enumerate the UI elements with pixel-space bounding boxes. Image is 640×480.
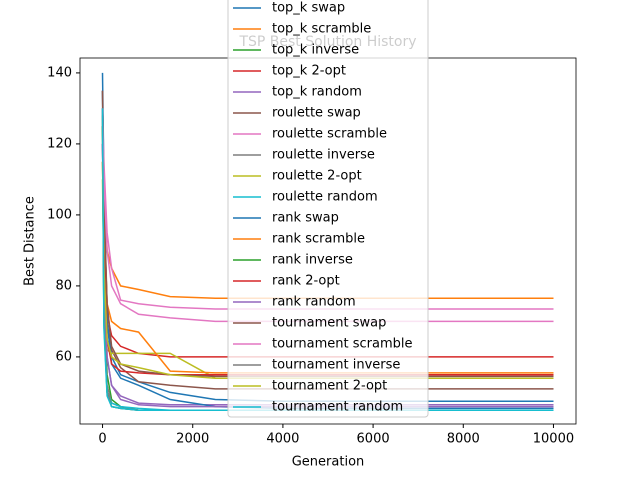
legend-label: tournament random [272,400,403,415]
x-tick-label: 4000 [266,432,299,447]
legend-label: tournament 2-opt [272,379,387,394]
legend-box [227,0,429,418]
legend-label: top_k swap [272,1,345,16]
x-axis-label: Generation [292,455,365,470]
x-tick-label: 10000 [533,432,574,447]
y-axis-label: Best Distance [23,196,38,286]
legend-label: roulette random [272,190,378,205]
legend-label: roulette scramble [272,127,387,142]
x-tick-label: 2000 [176,432,209,447]
legend-label: rank inverse [272,253,353,268]
legend-label: top_k scramble [272,22,371,37]
legend-label: top_k random [272,85,362,100]
legend-label: tournament scramble [272,337,413,352]
y-tick-label: 100 [47,207,72,222]
legend-label: top_k 2-opt [272,64,346,79]
y-tick-label: 60 [55,349,72,364]
legend-label: tournament inverse [272,358,400,373]
y-tick-label: 80 [55,278,72,293]
legend-label: roulette swap [272,106,361,121]
x-tick-label: 6000 [357,432,390,447]
legend-label: top_k inverse [272,43,359,58]
x-tick-label: 0 [98,432,106,447]
legend-label: rank swap [272,211,339,226]
legend-label: tournament swap [272,316,386,331]
x-tick-label: 8000 [447,432,480,447]
y-tick-label: 140 [47,65,72,80]
y-tick-label: 120 [47,136,72,151]
legend-label: roulette 2-opt [272,169,362,184]
legend-label: rank 2-opt [272,274,340,289]
legend-label: roulette inverse [272,148,375,163]
legend-label: rank random [272,295,356,310]
legend-label: rank scramble [272,232,365,247]
